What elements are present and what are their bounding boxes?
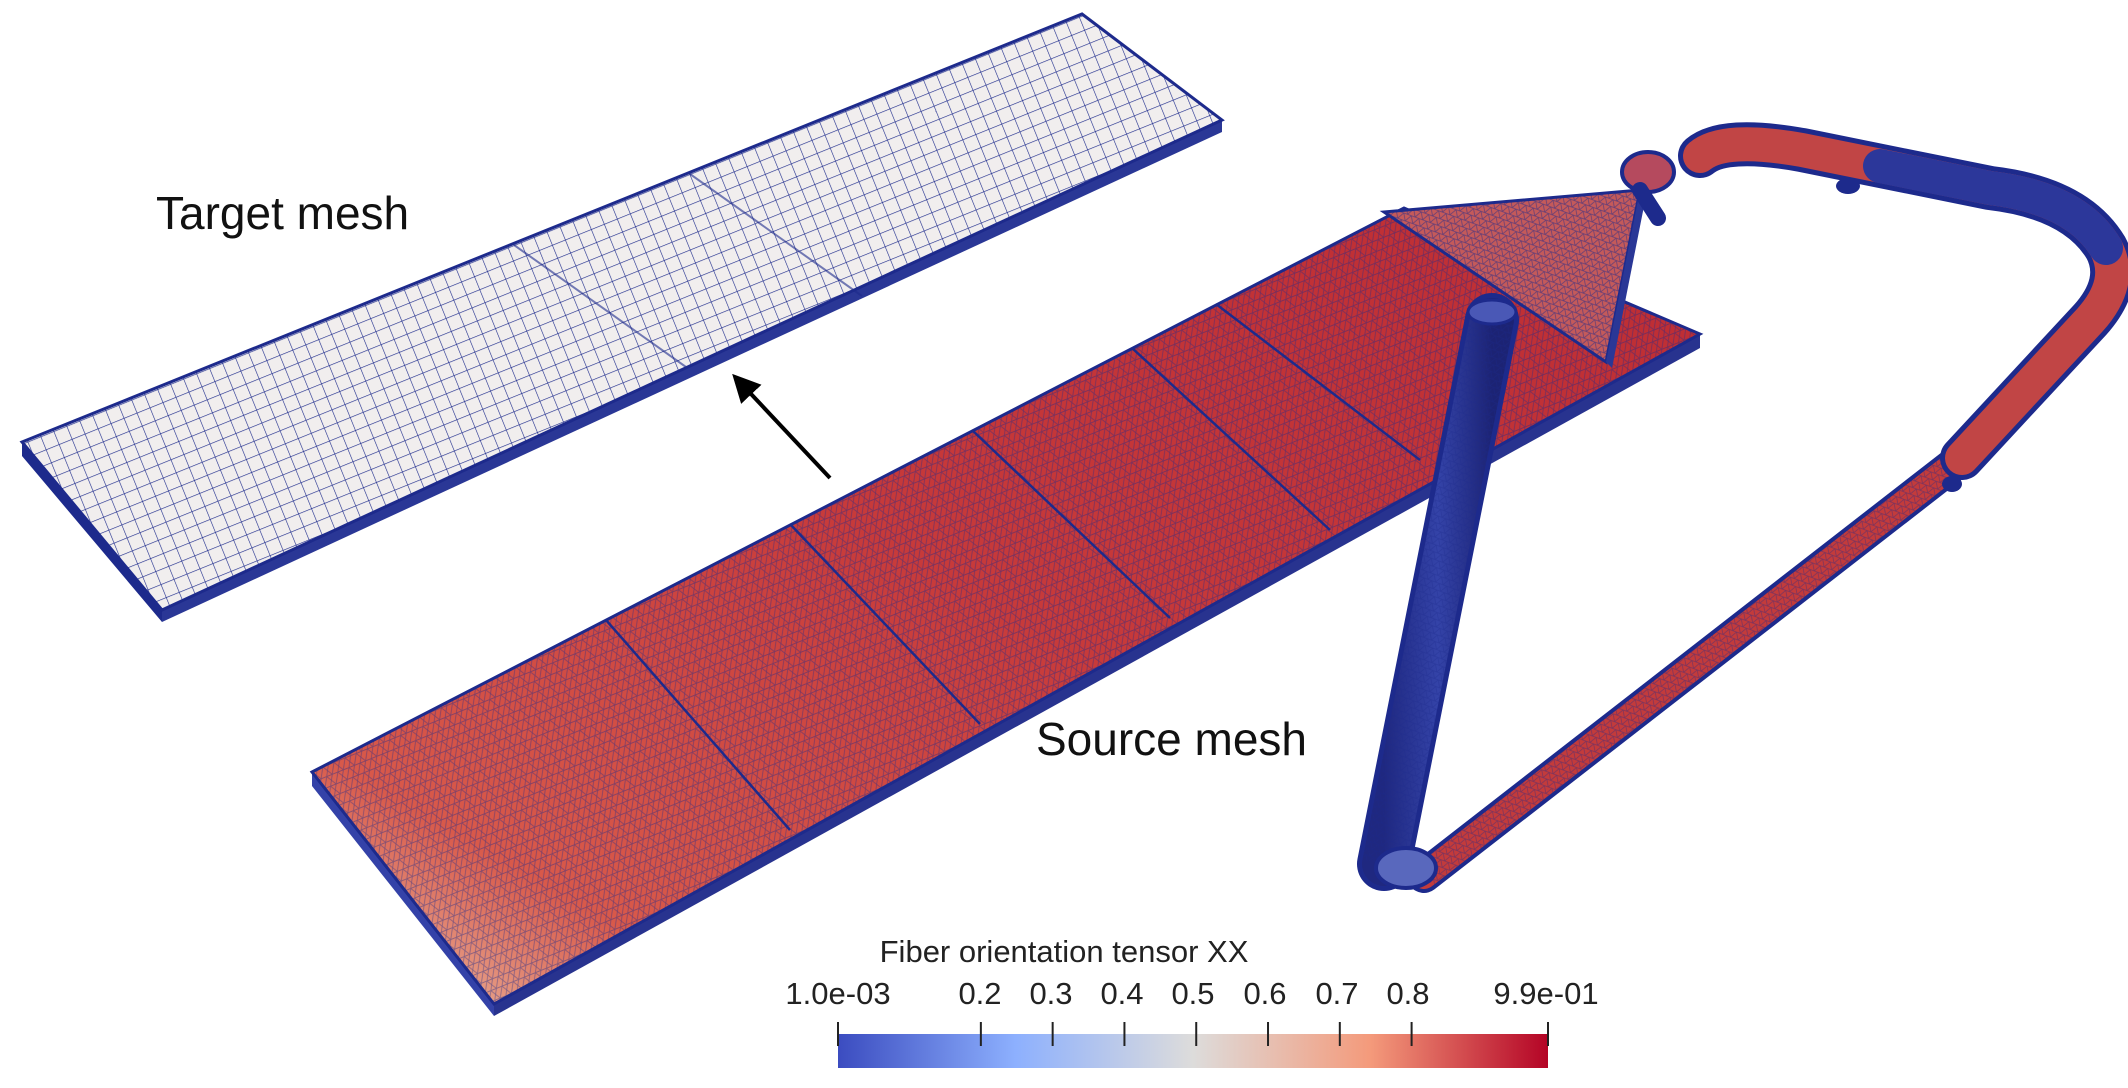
colorbar-title: Fiber orientation tensor XX <box>879 934 1249 969</box>
runner-pipe <box>1407 122 2128 893</box>
colorbar-tick-label: 0.4 <box>1100 976 1144 1011</box>
target-mesh <box>19 12 1225 622</box>
colorbar-tick-label: 0.3 <box>1029 976 1073 1011</box>
colorbar-tick-label: 0.2 <box>958 976 1002 1011</box>
source-mesh-front-edge <box>494 334 1700 1016</box>
target-mesh-front-edge <box>162 120 1222 622</box>
colorbar <box>837 1022 1549 1068</box>
colorbar-gradient <box>838 1034 1548 1068</box>
colorbar-tick-label: 0.7 <box>1315 976 1359 1011</box>
colorbar-tick-label: 0.6 <box>1243 976 1287 1011</box>
source-mesh <box>309 188 1704 1016</box>
target-mesh-side <box>22 442 162 622</box>
sprue-bulb <box>1620 150 1676 194</box>
target-mesh-top <box>19 12 1225 612</box>
nozzle <box>1357 293 1519 891</box>
source-mesh-label: Source mesh <box>1036 713 1308 765</box>
colorbar-min-label: 1.0e-03 <box>785 976 891 1011</box>
colorbar-tick-marks <box>837 1022 1549 1046</box>
nozzle-base <box>1374 846 1438 890</box>
source-mesh-side <box>312 772 494 1016</box>
colorbar-tick-label: 0.5 <box>1171 976 1215 1011</box>
target-mesh-label: Target mesh <box>156 187 410 239</box>
colorbar-tick-label: 0.8 <box>1386 976 1430 1011</box>
mapping-arrow <box>732 373 832 480</box>
colorbar-max-label: 9.9e-01 <box>1493 976 1599 1011</box>
nozzle-top <box>1466 298 1518 326</box>
